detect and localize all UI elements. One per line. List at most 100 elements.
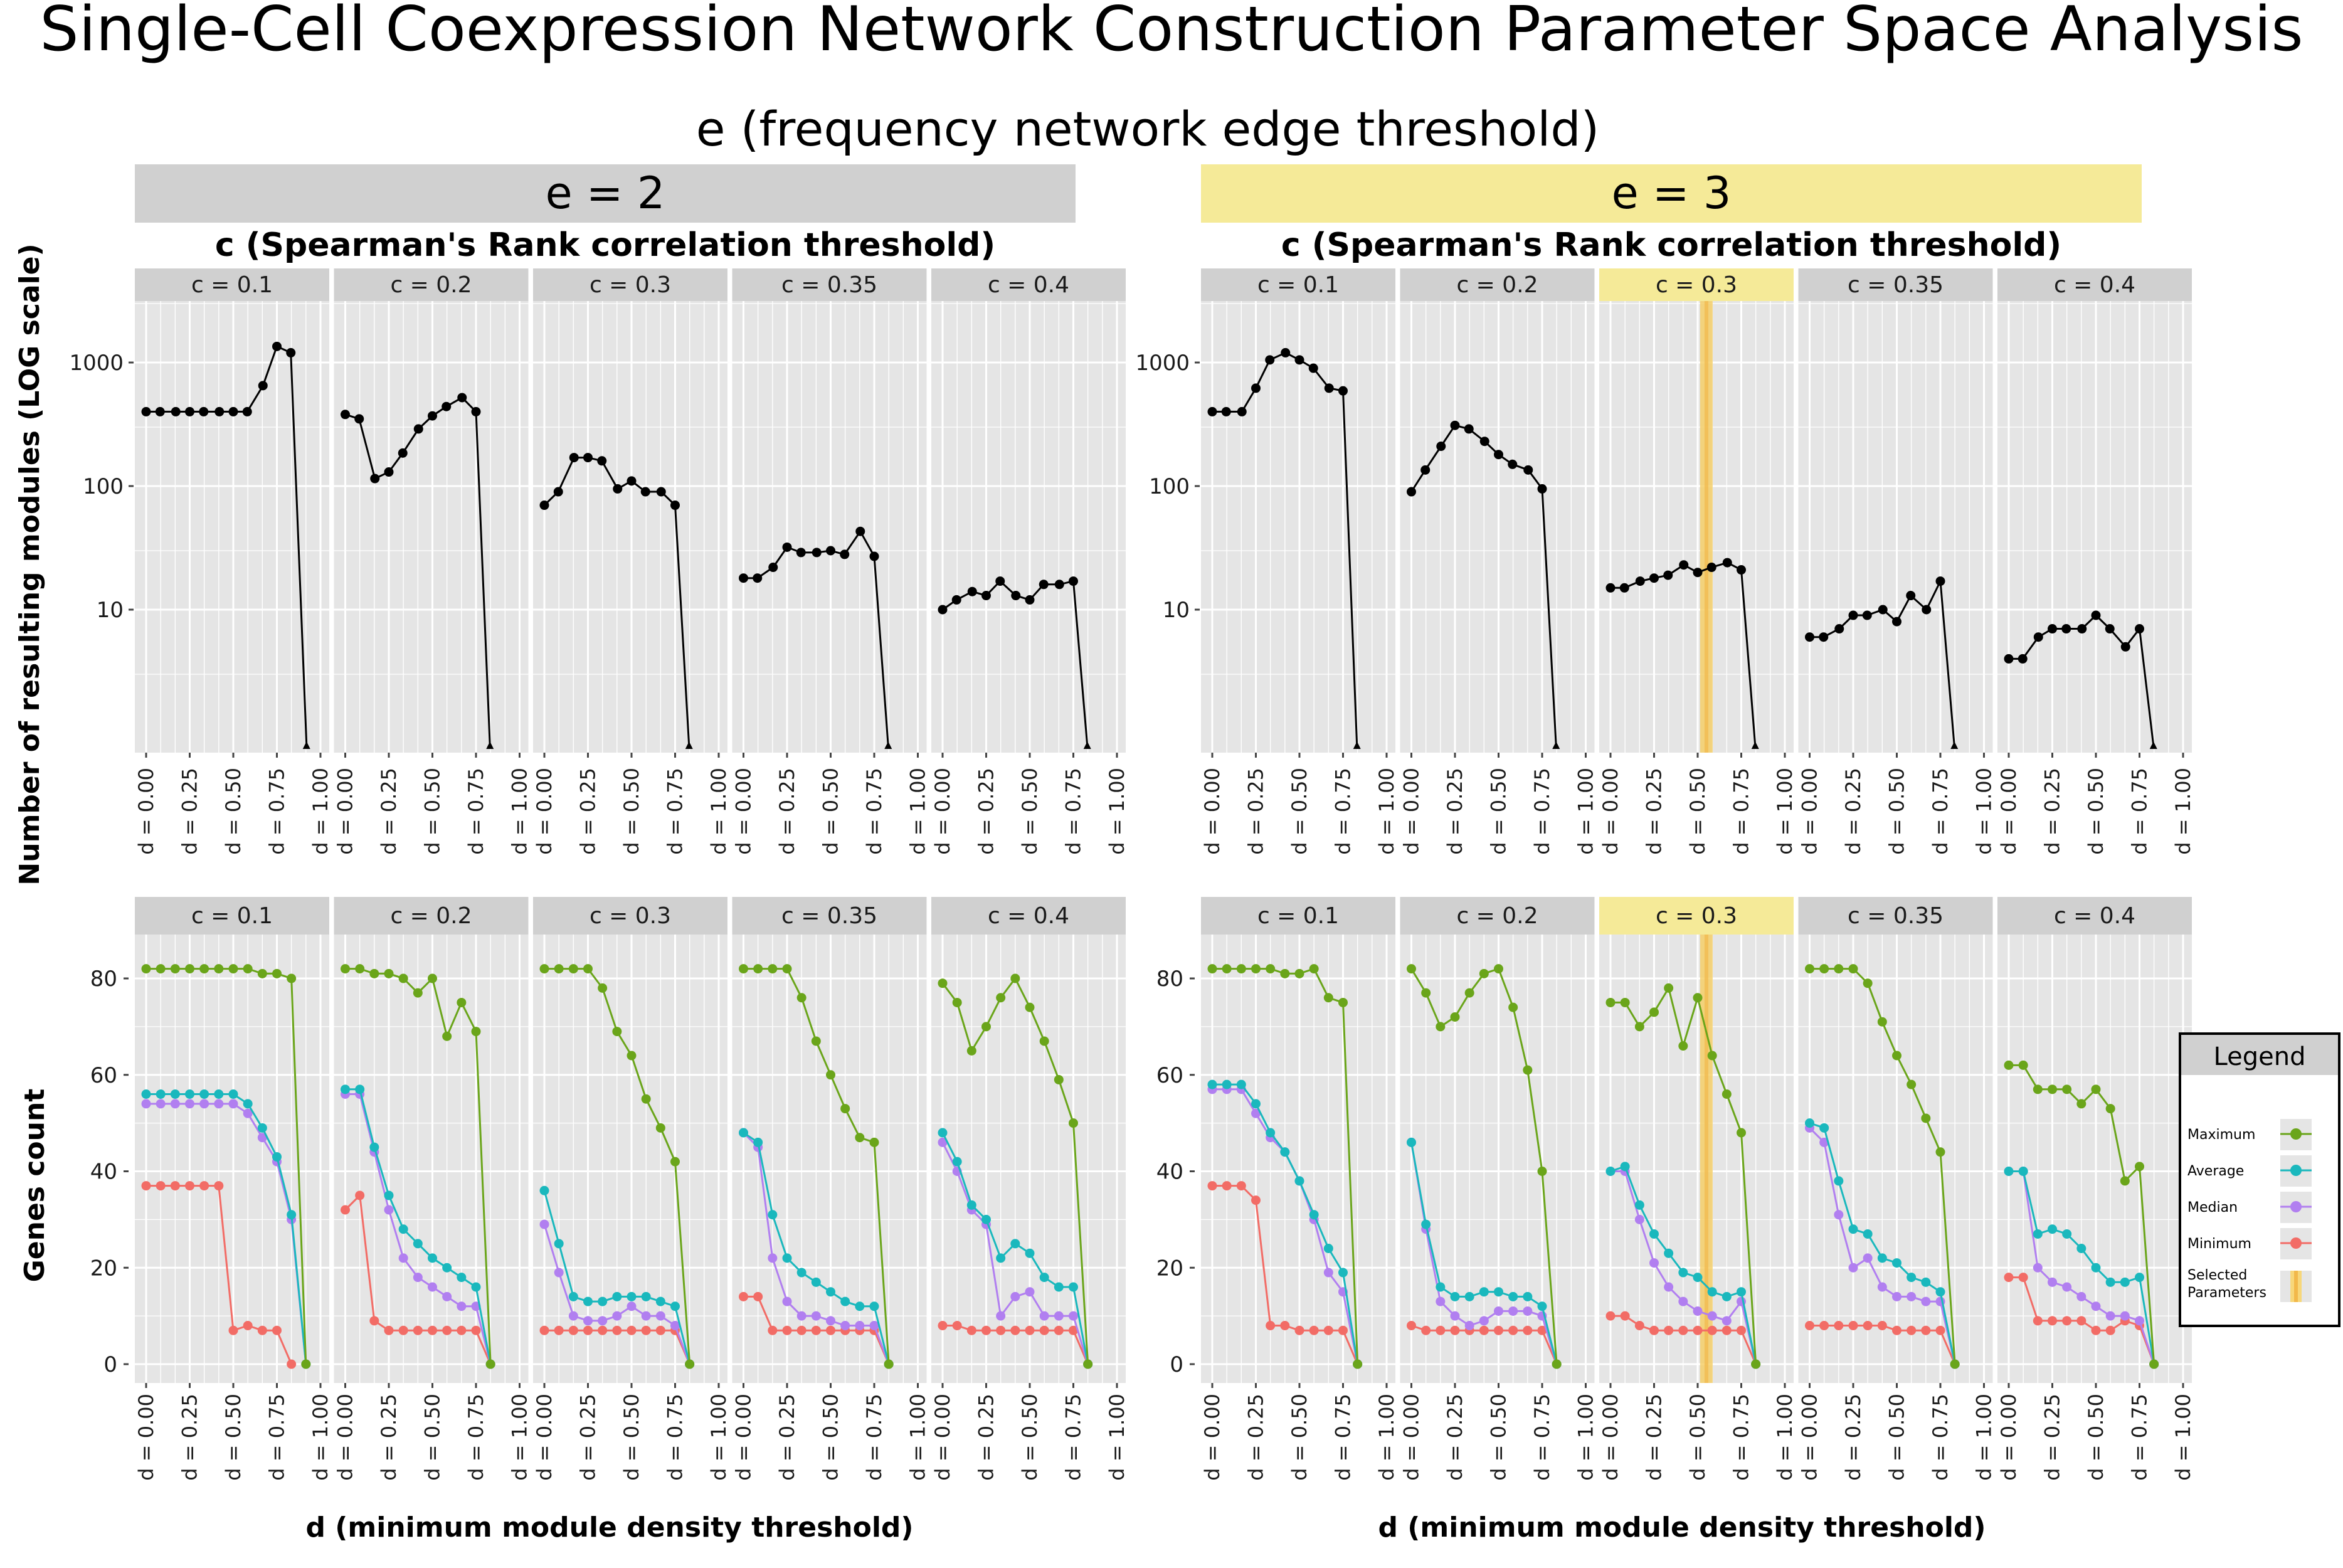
bottom-xtick-label: d = 0.50 <box>1288 1394 1311 1481</box>
data-point-average <box>228 1089 238 1099</box>
data-point-median <box>1523 1306 1533 1316</box>
data-point-average <box>1338 1268 1348 1278</box>
top-xtick-label: d = 0.75 <box>265 768 289 855</box>
data-point-maximum <box>641 1094 651 1104</box>
data-point-average <box>341 1084 350 1094</box>
data-point-average <box>1620 1162 1630 1172</box>
c-strip-bottom <box>533 897 727 935</box>
bottom-xtick-label: d = 0.25 <box>975 1394 998 1481</box>
bottom-xtick-label: d = 0.75 <box>265 1394 289 1481</box>
top-xtick-label: d = 1.00 <box>906 768 930 855</box>
data-point <box>1605 583 1616 593</box>
c-strip-label: c = 0.35 <box>781 272 877 298</box>
selected-parameters-band-core <box>1704 301 1708 753</box>
data-point-maximum <box>796 993 807 1003</box>
top-xtick-label: d = 0.75 <box>1062 768 1086 855</box>
data-point <box>1649 573 1659 583</box>
data-point-maximum <box>1649 1007 1659 1017</box>
bottom-xtick-label: d = 0.25 <box>1642 1394 1666 1481</box>
c-strip-top <box>1997 268 2192 301</box>
data-point-average <box>768 1210 778 1220</box>
c-strip-label: c = 0.4 <box>988 903 1069 929</box>
data-point-median <box>1025 1287 1035 1297</box>
data-point-zero <box>1552 741 1560 750</box>
bottom-xtick-label: d = 0.25 <box>2041 1394 2065 1481</box>
data-point-maximum <box>1819 964 1829 974</box>
data-point-maximum <box>1935 1147 1945 1157</box>
data-point-zero <box>2149 741 2157 750</box>
data-point-median <box>185 1099 194 1109</box>
data-point-minimum <box>2076 1316 2086 1326</box>
data-point-maximum <box>981 1022 991 1032</box>
c-axis-title: c (Spearman's Rank correlation threshold… <box>1281 226 2061 264</box>
data-point-median <box>996 1311 1006 1321</box>
c-strip-label: c = 0.4 <box>2054 272 2135 298</box>
data-point <box>840 549 850 559</box>
data-point-average <box>641 1291 651 1301</box>
data-point <box>1706 563 1716 573</box>
c-strip-label: c = 0.35 <box>1848 903 1944 929</box>
data-point-median <box>2120 1311 2130 1321</box>
data-point-median <box>1848 1263 1858 1273</box>
top-xtick-label: d = 0.75 <box>1530 768 1554 855</box>
data-point-median <box>782 1296 792 1306</box>
data-point-minimum <box>1323 1325 1333 1335</box>
data-point-maximum <box>2004 1060 2014 1070</box>
top-xtick-label: d = 0.25 <box>1642 768 1666 855</box>
bottom-xtick-label: d = 1.00 <box>1375 1394 1399 1481</box>
data-point-median <box>1436 1296 1446 1306</box>
data-point-maximum <box>612 1027 622 1037</box>
data-point-minimum <box>981 1325 991 1335</box>
data-point-maximum <box>2048 1084 2057 1094</box>
bottom-xtick-label: d = 0.25 <box>775 1394 799 1481</box>
data-point-zero <box>1950 741 1959 750</box>
top-xtick-label: d = 0.50 <box>1686 768 1710 855</box>
data-point-maximum <box>457 997 467 1007</box>
bottom-ytick-label: 60 <box>90 1063 117 1088</box>
data-point-minimum <box>1494 1325 1503 1335</box>
data-point-average <box>1280 1147 1290 1157</box>
data-point-median <box>2091 1301 2101 1311</box>
data-point-minimum <box>1054 1325 1064 1335</box>
data-point-average <box>966 1200 976 1210</box>
data-point <box>656 487 666 497</box>
bottom-panel-background <box>334 935 529 1383</box>
data-point-average <box>2091 1263 2101 1273</box>
data-point-median <box>228 1099 238 1109</box>
top-xtick-label: d = 0.25 <box>178 768 202 855</box>
data-point-average <box>2076 1244 2086 1253</box>
legend-label-minimum: Minimum <box>2187 1236 2251 1252</box>
data-point-minimum <box>1421 1325 1431 1335</box>
data-point-average <box>156 1089 166 1099</box>
data-point-zero <box>1083 741 1091 750</box>
data-point-median <box>2105 1311 2115 1321</box>
bottom-grid <box>931 935 1126 1383</box>
data-point-maximum <box>141 964 151 974</box>
data-point <box>171 406 181 416</box>
data-point <box>670 501 680 511</box>
data-point <box>228 406 238 416</box>
data-point-minimum <box>1338 1325 1348 1335</box>
data-point-maximum <box>1309 964 1319 974</box>
top-xtick-label: d = 1.00 <box>1773 768 1797 855</box>
data-point-median <box>641 1311 651 1321</box>
data-point-average <box>1678 1268 1688 1278</box>
data-point-maximum <box>568 964 578 974</box>
data-point-minimum <box>568 1325 578 1335</box>
legend-title: Legend <box>2214 1042 2306 1071</box>
data-point-minimum <box>938 1321 948 1330</box>
top-panel-background <box>1599 301 1794 753</box>
data-point-maximum <box>1805 964 1814 974</box>
data-point-minimum <box>1251 1195 1261 1205</box>
data-point <box>242 406 252 416</box>
bottom-xtick-label: d = 0.75 <box>1062 1394 1086 1481</box>
bottom-xtick-label: d = 1.00 <box>906 1394 930 1481</box>
data-point-median <box>655 1311 665 1321</box>
data-point-minimum <box>214 1181 224 1191</box>
c-strip-label: c = 0.4 <box>988 272 1069 298</box>
bottom-xtick-label: d = 0.00 <box>1798 1394 1822 1481</box>
data-point-minimum <box>996 1325 1006 1335</box>
data-point-median <box>257 1133 267 1143</box>
top-xtick-label: d = 0.50 <box>1885 768 1909 855</box>
data-point-minimum <box>641 1325 651 1335</box>
